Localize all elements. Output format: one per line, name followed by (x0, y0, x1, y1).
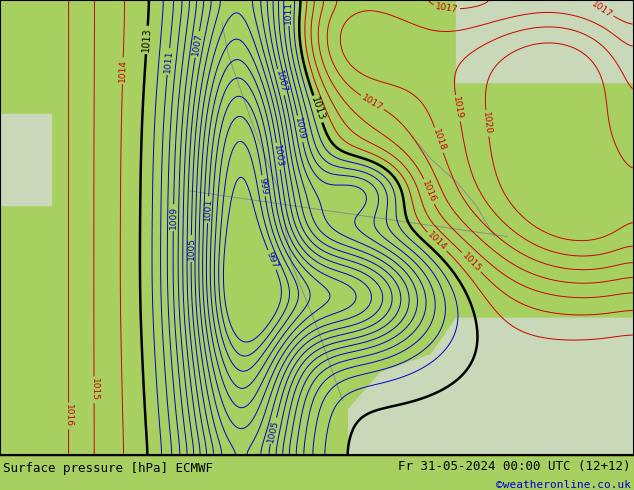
Text: 1005: 1005 (266, 418, 280, 443)
Text: 1013: 1013 (309, 96, 327, 122)
Text: 1007: 1007 (274, 70, 288, 94)
Text: 1014: 1014 (425, 230, 448, 253)
Text: 1020: 1020 (481, 111, 493, 135)
Text: 1005: 1005 (186, 237, 196, 260)
Text: Fr 31-05-2024 00:00 UTC (12+12): Fr 31-05-2024 00:00 UTC (12+12) (398, 460, 631, 472)
Polygon shape (456, 0, 634, 82)
Text: 1009: 1009 (169, 206, 178, 229)
Text: 997: 997 (264, 250, 280, 270)
Text: 1011: 1011 (284, 1, 294, 24)
Text: 1015: 1015 (89, 378, 99, 401)
Text: 1003: 1003 (272, 144, 285, 168)
Text: Surface pressure [hPa] ECMWF: Surface pressure [hPa] ECMWF (3, 463, 213, 475)
Text: 1017: 1017 (434, 2, 458, 14)
Text: 1016: 1016 (420, 179, 437, 204)
Text: 1011: 1011 (163, 49, 174, 74)
Text: 1007: 1007 (191, 32, 204, 56)
Text: 1019: 1019 (451, 96, 464, 121)
Polygon shape (0, 114, 51, 205)
Text: ©weatheronline.co.uk: ©weatheronline.co.uk (496, 480, 631, 490)
Text: 1016: 1016 (64, 404, 73, 427)
Text: 1009: 1009 (294, 117, 307, 141)
Text: 1014: 1014 (118, 59, 127, 82)
Text: 1017: 1017 (360, 93, 384, 112)
Text: 1015: 1015 (460, 251, 482, 273)
Text: 999: 999 (258, 176, 269, 195)
Text: 1018: 1018 (431, 128, 447, 152)
Text: 1001: 1001 (203, 198, 213, 221)
Polygon shape (349, 318, 634, 455)
Text: 1017: 1017 (590, 0, 614, 20)
Text: 1013: 1013 (141, 27, 153, 52)
